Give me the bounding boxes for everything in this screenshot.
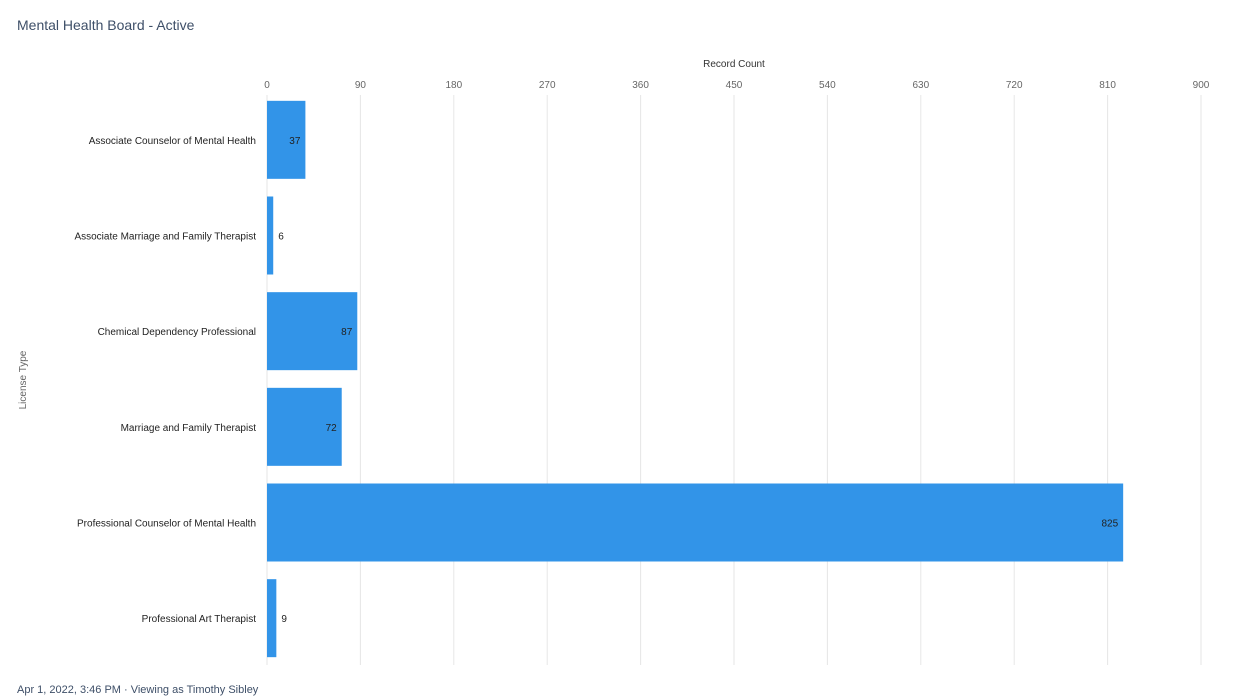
- data-label: 6: [278, 232, 284, 243]
- y-axis-title: License Type: [18, 350, 29, 409]
- bar[interactable]: [267, 100, 306, 179]
- x-tick-label: 0: [264, 80, 270, 91]
- x-axis-title: Record Count: [703, 59, 765, 70]
- dashboard-title: Mental Health Board - Active: [17, 17, 195, 33]
- x-tick-label: 900: [1193, 80, 1210, 91]
- category-label: Chemical Dependency Professional: [98, 327, 256, 338]
- data-label: 87: [341, 327, 353, 338]
- category-label: Associate Counselor of Mental Health: [89, 136, 256, 147]
- bar[interactable]: [267, 483, 1124, 562]
- category-label: Professional Art Therapist: [142, 614, 257, 625]
- category-label: Marriage and Family Therapist: [121, 423, 257, 434]
- x-tick-label: 540: [819, 80, 836, 91]
- x-tick-label: 450: [726, 80, 743, 91]
- x-tick-label: 270: [539, 80, 556, 91]
- bar[interactable]: [267, 196, 274, 275]
- x-tick-label: 810: [1099, 80, 1116, 91]
- x-tick-label: 630: [912, 80, 929, 91]
- x-tick-label: 720: [1006, 80, 1023, 91]
- footer-timestamp: Apr 1, 2022, 3:46 PM · Viewing as Timoth…: [17, 684, 259, 696]
- bar[interactable]: [267, 579, 277, 658]
- category-label: Professional Counselor of Mental Health: [77, 519, 256, 530]
- data-label: 825: [1101, 519, 1118, 530]
- category-label: Associate Marriage and Family Therapist: [74, 232, 256, 243]
- bar[interactable]: [267, 387, 342, 466]
- x-tick-label: 360: [632, 80, 649, 91]
- bar[interactable]: [267, 292, 358, 371]
- x-tick-label: 180: [445, 80, 462, 91]
- data-label: 72: [326, 423, 338, 434]
- data-label: 37: [289, 136, 301, 147]
- x-tick-label: 90: [355, 80, 367, 91]
- data-label: 9: [281, 614, 287, 625]
